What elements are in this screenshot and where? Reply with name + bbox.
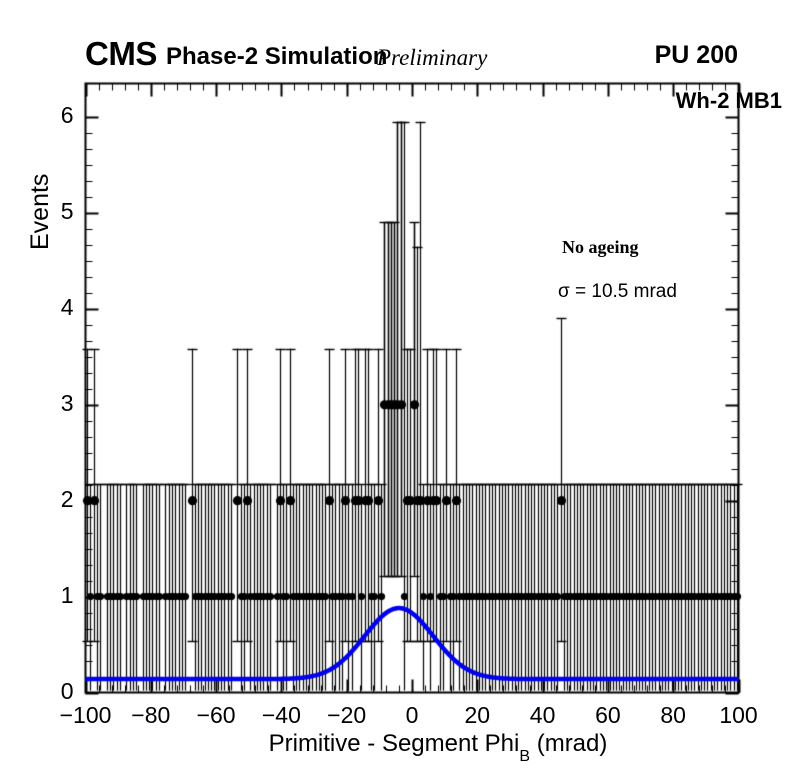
y-tick-label: 2 [60, 485, 74, 512]
simulation-label: Phase-2 Simulation [166, 43, 388, 70]
x-tick-label: 60 [595, 701, 621, 728]
preliminary-label: Preliminary [377, 45, 488, 70]
wheel-station-label: Wh-2 MB1 [675, 88, 782, 113]
x-tick-label: −80 [131, 701, 171, 728]
pileup-label: PU 200 [654, 41, 738, 69]
cms-header: CMS Phase-2 Simulation Preliminary PU 20… [85, 36, 738, 76]
x-axis-unit-text: (mrad) [536, 730, 608, 757]
x-axis-title-main: Primitive - Segment Phi [268, 730, 520, 757]
y-tick-label: 5 [60, 197, 74, 224]
x-tick-label: 80 [660, 701, 686, 728]
x-tick-label: 100 [719, 701, 758, 728]
x-axis-title-subscript: B [519, 747, 531, 765]
x-tick-label: −100 [59, 701, 112, 728]
sigma-value-label: σ = 10.5 mrad [558, 281, 677, 302]
y-tick-label: 0 [60, 677, 74, 704]
y-tick-label: 3 [60, 389, 74, 416]
y-tick-label: 4 [60, 293, 74, 320]
x-tick-label: −40 [261, 701, 301, 728]
x-tick-label: 20 [464, 701, 491, 728]
x-axis-title-unit [530, 730, 537, 757]
x-tick-label: 0 [405, 701, 419, 728]
cms-logo-text: CMS [85, 35, 157, 72]
ageing-scenario-label: No ageing [562, 237, 639, 257]
x-tick-label: −20 [327, 701, 367, 728]
x-tick-label: −60 [196, 701, 236, 728]
x-axis-title: Primitive - Segment PhiB (mrad) [0, 730, 796, 765]
y-tick-label: 6 [60, 102, 74, 129]
y-tick-label: 1 [60, 581, 74, 608]
x-tick-label: 40 [529, 701, 556, 728]
